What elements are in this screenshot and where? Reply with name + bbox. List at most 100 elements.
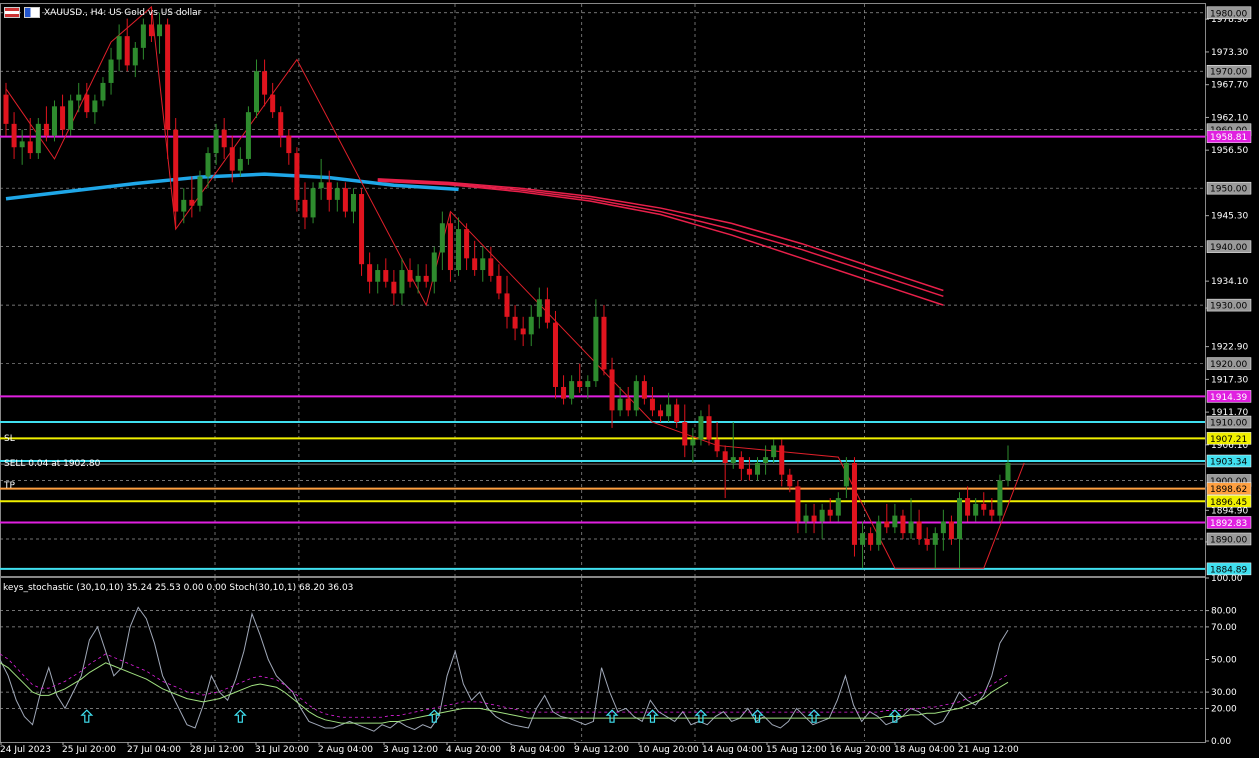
candle-body bbox=[221, 129, 227, 148]
candle-body bbox=[456, 229, 462, 271]
chart-title: XAUUSD., H4: US Gold vs US dollar bbox=[44, 7, 202, 18]
time-tick-label: 18 Aug 04:00 bbox=[894, 745, 955, 755]
candle-body bbox=[359, 194, 365, 265]
candle-body bbox=[415, 275, 421, 282]
candle-body bbox=[763, 457, 769, 463]
price-label-text: 1903.34 bbox=[1210, 457, 1247, 467]
candle-body bbox=[132, 47, 138, 66]
stochastic-tick-label: 30.00 bbox=[1211, 688, 1237, 698]
candle-body bbox=[27, 141, 33, 154]
time-tick-label: 4 Aug 20:00 bbox=[446, 745, 501, 755]
moving-average-red bbox=[377, 179, 944, 298]
candle-body bbox=[84, 94, 90, 113]
candle-body bbox=[981, 503, 987, 510]
candle-body bbox=[1005, 462, 1011, 481]
buy-arrow-icon bbox=[427, 709, 441, 723]
candle-body bbox=[577, 381, 583, 387]
candle-body bbox=[730, 457, 736, 463]
price-label-box bbox=[1206, 516, 1252, 529]
candle-body bbox=[68, 100, 74, 130]
candle-body bbox=[884, 521, 890, 528]
candle-body bbox=[536, 299, 542, 317]
moving-average-red bbox=[377, 180, 944, 306]
price-tick-label: 1894.90 bbox=[1211, 506, 1248, 516]
flag-icon bbox=[24, 7, 40, 18]
candle-body bbox=[916, 521, 922, 539]
price-tick-label: 1934.10 bbox=[1211, 277, 1248, 287]
candle-body bbox=[843, 462, 849, 487]
candle-body bbox=[375, 270, 381, 282]
buy-arrow-icon bbox=[751, 709, 764, 723]
price-label-text: 1980.00 bbox=[1210, 9, 1247, 19]
stochastic-tick-label: 20.00 bbox=[1211, 704, 1237, 714]
candle-body bbox=[641, 381, 647, 399]
candle-body bbox=[609, 369, 615, 411]
candle-body bbox=[100, 82, 106, 101]
candle-body bbox=[140, 24, 146, 48]
time-tick-label: 10 Aug 20:00 bbox=[638, 745, 699, 755]
price-label-text: 1958.81 bbox=[1210, 133, 1247, 143]
time-tick-label: 16 Aug 20:00 bbox=[830, 745, 891, 755]
candle-body bbox=[851, 462, 857, 545]
candle-body bbox=[367, 264, 373, 282]
candles bbox=[3, 6, 1011, 569]
candle-body bbox=[835, 498, 841, 516]
price-label-box bbox=[1206, 482, 1252, 495]
candle-body bbox=[754, 462, 761, 475]
stochastic-dashed-line bbox=[0, 653, 1009, 718]
candle-body bbox=[633, 381, 639, 411]
candle-body bbox=[318, 182, 324, 189]
price-label-box bbox=[1206, 357, 1252, 370]
candle-body bbox=[512, 316, 518, 329]
candle-body bbox=[860, 533, 866, 545]
candle-body bbox=[350, 194, 356, 212]
price-label-box bbox=[1206, 562, 1252, 576]
candle-body bbox=[682, 422, 688, 446]
time-tick-label: 25 Jul 20:00 bbox=[62, 745, 116, 755]
candle-body bbox=[819, 509, 825, 522]
price-label-box bbox=[1206, 6, 1252, 20]
price-tick-label: 1978.90 bbox=[1211, 15, 1248, 25]
candle-body bbox=[698, 416, 704, 440]
time-tick-label: 2 Aug 04:00 bbox=[318, 745, 373, 755]
candle-body bbox=[399, 270, 405, 294]
price-label-box bbox=[1206, 130, 1252, 143]
candle-body bbox=[237, 158, 243, 171]
candle-body bbox=[932, 533, 938, 545]
time-tick-label: 27 Jul 04:00 bbox=[127, 745, 181, 755]
candle-body bbox=[423, 275, 429, 282]
candle-body bbox=[528, 316, 534, 335]
candle-body bbox=[989, 509, 995, 516]
candle-body bbox=[827, 509, 833, 516]
price-label-text: 1910.00 bbox=[1210, 419, 1247, 429]
sl-label: SL bbox=[4, 434, 15, 444]
candle-body bbox=[431, 252, 437, 282]
time-tick-label: 21 Aug 12:00 bbox=[958, 745, 1019, 755]
price-axis: 1978.90 1973.30 1967.70 1962.10 1956.50 1945.… bbox=[1205, 6, 1252, 747]
candle-body bbox=[690, 439, 696, 446]
price-label-box bbox=[1206, 240, 1252, 253]
candle-body bbox=[779, 445, 785, 475]
candle-body bbox=[957, 498, 963, 539]
candle-body bbox=[674, 404, 680, 423]
tp-label: TP bbox=[3, 481, 15, 491]
candle-body bbox=[60, 106, 66, 130]
stochastic-tick-label: 50.00 bbox=[1211, 656, 1237, 666]
candle-body bbox=[278, 112, 284, 136]
price-label-text: 1914.39 bbox=[1210, 393, 1247, 403]
candle-body bbox=[189, 199, 195, 206]
price-tick-label: 1906.10 bbox=[1211, 441, 1248, 451]
candle-body bbox=[876, 521, 882, 545]
stochastic-tick-label: 70.00 bbox=[1211, 623, 1237, 633]
moving-average-red bbox=[377, 178, 944, 292]
candle-body bbox=[948, 521, 954, 539]
candle-body bbox=[924, 538, 930, 545]
buy-arrow-icon bbox=[646, 709, 659, 723]
candle-body bbox=[310, 188, 316, 218]
candle-body bbox=[722, 451, 728, 463]
candle-body bbox=[544, 299, 550, 323]
time-tick-label: 8 Aug 04:00 bbox=[510, 745, 565, 755]
candle-body bbox=[617, 398, 623, 411]
candle-body bbox=[965, 498, 971, 516]
